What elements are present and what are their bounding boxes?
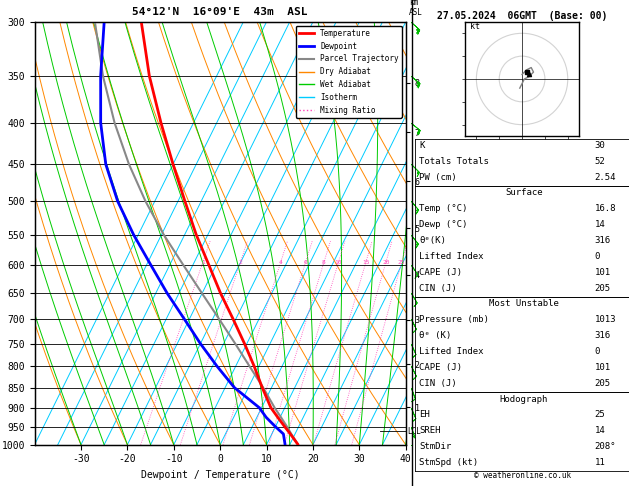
Text: CIN (J): CIN (J) — [419, 379, 457, 388]
Text: 8: 8 — [322, 260, 326, 265]
Text: Hodograph: Hodograph — [500, 395, 548, 403]
Text: K: K — [419, 141, 425, 150]
Text: 15: 15 — [362, 260, 370, 265]
Text: km
ASL: km ASL — [409, 0, 423, 17]
Text: 316: 316 — [594, 331, 611, 340]
Text: Surface: Surface — [505, 189, 543, 197]
Text: 0: 0 — [594, 252, 600, 261]
Text: 4: 4 — [279, 260, 282, 265]
Text: © weatheronline.co.uk: © weatheronline.co.uk — [474, 471, 571, 480]
Text: 205: 205 — [594, 379, 611, 388]
Text: θᵉ (K): θᵉ (K) — [419, 331, 451, 340]
Text: 316: 316 — [594, 236, 611, 245]
Text: Lifted Index: Lifted Index — [419, 347, 484, 356]
Text: 101: 101 — [594, 268, 611, 277]
Text: 0: 0 — [594, 347, 600, 356]
Text: 25: 25 — [594, 410, 605, 419]
Text: Totals Totals: Totals Totals — [419, 157, 489, 166]
X-axis label: Dewpoint / Temperature (°C): Dewpoint / Temperature (°C) — [141, 470, 299, 480]
Text: CAPE (J): CAPE (J) — [419, 268, 462, 277]
Text: LCL: LCL — [407, 427, 421, 435]
Text: EH: EH — [419, 410, 430, 419]
Text: PW (cm): PW (cm) — [419, 173, 457, 182]
Text: 27.05.2024  06GMT  (Base: 00): 27.05.2024 06GMT (Base: 00) — [437, 11, 607, 21]
Text: 14: 14 — [594, 220, 605, 229]
Text: 11: 11 — [594, 458, 605, 467]
Text: 20: 20 — [382, 260, 389, 265]
Text: 1013: 1013 — [594, 315, 616, 324]
Text: 208°: 208° — [594, 442, 616, 451]
Text: StmSpd (kt): StmSpd (kt) — [419, 458, 478, 467]
Text: Dewp (°C): Dewp (°C) — [419, 220, 467, 229]
Text: 52: 52 — [594, 157, 605, 166]
Text: 10: 10 — [335, 260, 342, 265]
Text: CIN (J): CIN (J) — [419, 283, 457, 293]
Text: CAPE (J): CAPE (J) — [419, 363, 462, 372]
Legend: Temperature, Dewpoint, Parcel Trajectory, Dry Adiabat, Wet Adiabat, Isotherm, Mi: Temperature, Dewpoint, Parcel Trajectory… — [296, 26, 402, 118]
Text: 14: 14 — [594, 426, 605, 435]
Text: Pressure (mb): Pressure (mb) — [419, 315, 489, 324]
Text: SREH: SREH — [419, 426, 440, 435]
Text: 16.8: 16.8 — [594, 204, 616, 213]
Text: 101: 101 — [594, 363, 611, 372]
Text: 2.54: 2.54 — [594, 173, 616, 182]
Text: 25: 25 — [398, 260, 406, 265]
Text: kt: kt — [469, 22, 479, 31]
Text: 6: 6 — [304, 260, 308, 265]
Text: 1: 1 — [201, 260, 204, 265]
Text: θᵉ(K): θᵉ(K) — [419, 236, 446, 245]
Text: Lifted Index: Lifted Index — [419, 252, 484, 261]
Text: 205: 205 — [594, 283, 611, 293]
Text: 2: 2 — [238, 260, 242, 265]
Text: 30: 30 — [594, 141, 605, 150]
Text: Most Unstable: Most Unstable — [489, 299, 559, 309]
Text: 54°12'N  16°09'E  43m  ASL: 54°12'N 16°09'E 43m ASL — [132, 7, 308, 17]
Text: StmDir: StmDir — [419, 442, 451, 451]
Text: Temp (°C): Temp (°C) — [419, 204, 467, 213]
